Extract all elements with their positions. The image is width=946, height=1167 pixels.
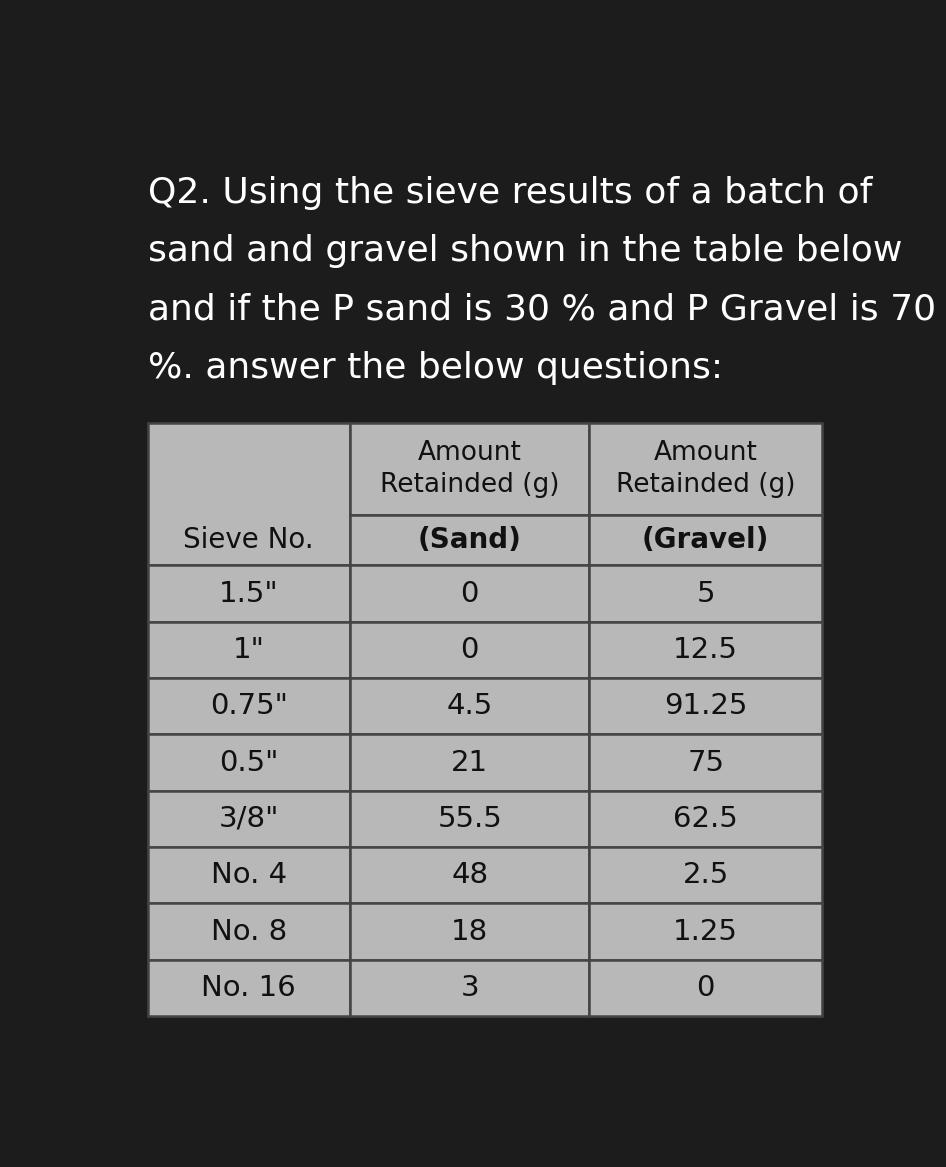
Text: 0: 0 bbox=[461, 636, 479, 664]
Text: 21: 21 bbox=[451, 748, 488, 776]
Bar bbox=[148, 622, 350, 678]
Text: 4.5: 4.5 bbox=[447, 692, 493, 720]
Bar bbox=[350, 791, 589, 847]
Text: %. answer the below questions:: %. answer the below questions: bbox=[148, 351, 723, 385]
Bar bbox=[350, 734, 589, 791]
Text: 55.5: 55.5 bbox=[437, 805, 502, 833]
Bar bbox=[589, 734, 822, 791]
Bar bbox=[589, 847, 822, 903]
Text: and if the P sand is 30 % and P Gravel is 70: and if the P sand is 30 % and P Gravel i… bbox=[148, 293, 936, 327]
Bar bbox=[589, 622, 822, 678]
Text: Q2. Using the sieve results of a batch of: Q2. Using the sieve results of a batch o… bbox=[148, 176, 872, 210]
Text: 0.5": 0.5" bbox=[219, 748, 278, 776]
Text: Amount
Retainded (g): Amount Retainded (g) bbox=[380, 440, 559, 498]
Bar bbox=[148, 791, 350, 847]
Text: 3/8": 3/8" bbox=[219, 805, 279, 833]
Text: 0: 0 bbox=[696, 974, 715, 1002]
Text: 91.25: 91.25 bbox=[664, 692, 747, 720]
Text: No. 4: No. 4 bbox=[211, 861, 287, 889]
Text: 18: 18 bbox=[451, 917, 488, 945]
Bar bbox=[589, 791, 822, 847]
Bar bbox=[350, 847, 589, 903]
Bar bbox=[148, 424, 350, 566]
Bar bbox=[350, 622, 589, 678]
Bar bbox=[148, 566, 350, 622]
Text: 75: 75 bbox=[687, 748, 725, 776]
Bar bbox=[350, 903, 589, 959]
Text: sand and gravel shown in the table below: sand and gravel shown in the table below bbox=[148, 235, 902, 268]
Text: 0: 0 bbox=[461, 580, 479, 608]
Text: 12.5: 12.5 bbox=[674, 636, 738, 664]
Bar bbox=[148, 847, 350, 903]
Bar bbox=[350, 678, 589, 734]
Text: No. 16: No. 16 bbox=[201, 974, 296, 1002]
Text: 48: 48 bbox=[451, 861, 488, 889]
Bar bbox=[350, 515, 589, 566]
Bar bbox=[148, 734, 350, 791]
Text: 2.5: 2.5 bbox=[683, 861, 728, 889]
Bar bbox=[589, 424, 822, 515]
Text: (Gravel): (Gravel) bbox=[642, 526, 769, 554]
Bar bbox=[148, 678, 350, 734]
Text: 1.5": 1.5" bbox=[219, 580, 278, 608]
Text: Amount
Retainded (g): Amount Retainded (g) bbox=[616, 440, 796, 498]
Bar bbox=[589, 903, 822, 959]
Text: 1.25: 1.25 bbox=[674, 917, 738, 945]
Text: (Sand): (Sand) bbox=[418, 526, 521, 554]
Bar bbox=[350, 566, 589, 622]
Bar bbox=[148, 903, 350, 959]
Bar bbox=[589, 678, 822, 734]
Text: Sieve No.: Sieve No. bbox=[184, 526, 314, 554]
Bar bbox=[350, 959, 589, 1016]
Text: 62.5: 62.5 bbox=[674, 805, 738, 833]
Bar bbox=[589, 959, 822, 1016]
Text: 3: 3 bbox=[461, 974, 479, 1002]
Bar bbox=[589, 566, 822, 622]
Bar bbox=[589, 515, 822, 566]
Bar bbox=[350, 424, 589, 515]
Text: 0.75": 0.75" bbox=[210, 692, 288, 720]
Text: 5: 5 bbox=[696, 580, 715, 608]
Bar bbox=[148, 959, 350, 1016]
Text: 1": 1" bbox=[233, 636, 265, 664]
Text: No. 8: No. 8 bbox=[211, 917, 287, 945]
